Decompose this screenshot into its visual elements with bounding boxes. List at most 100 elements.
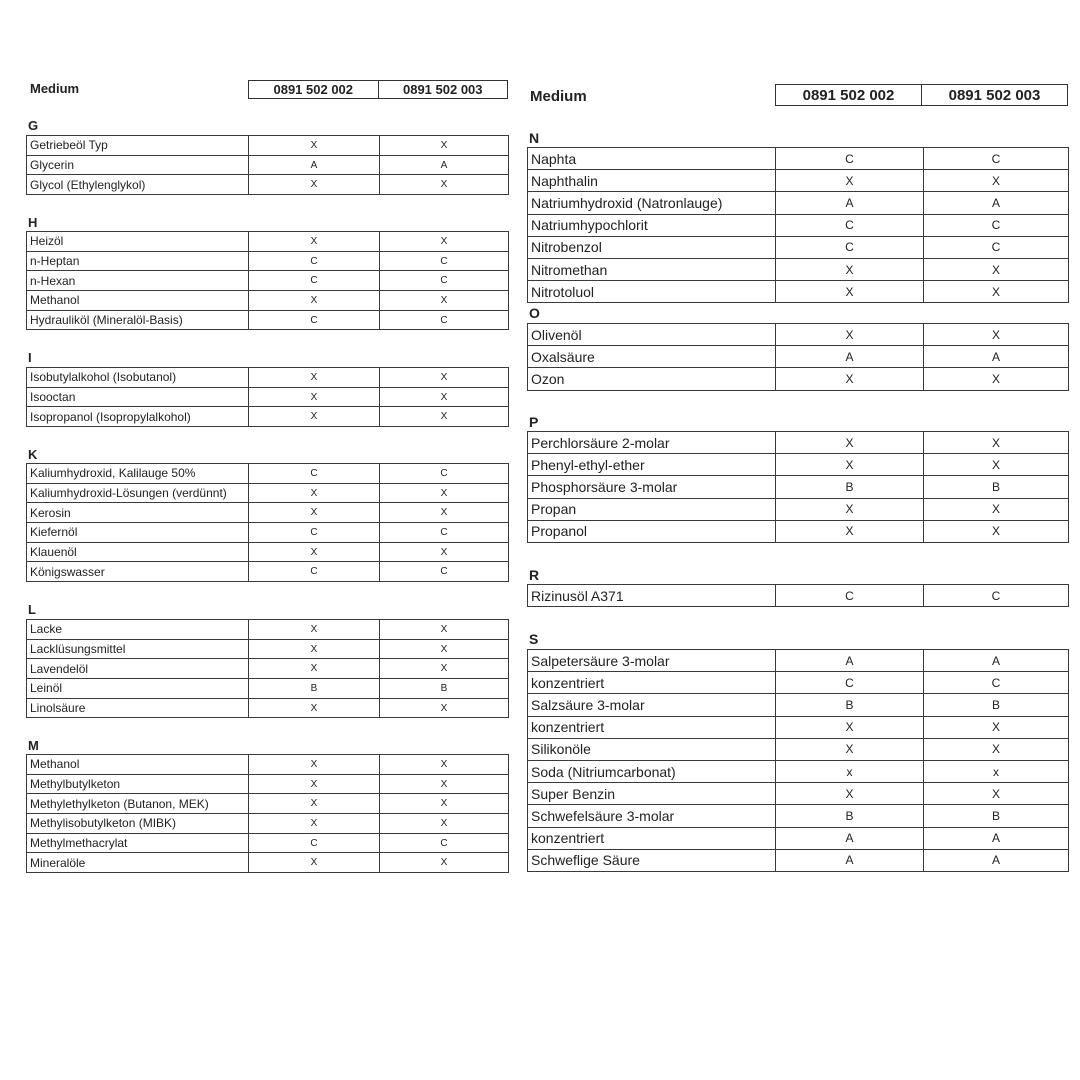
resistance-value-002: X bbox=[775, 737, 924, 761]
medium-name: konzentriert bbox=[527, 826, 776, 850]
column-header-003: 0891 502 003 bbox=[377, 81, 508, 98]
table-row: Lacke X X bbox=[26, 619, 509, 640]
resistance-value-003: X bbox=[379, 852, 509, 874]
resistance-value-003: X bbox=[379, 135, 509, 156]
table-row: Nitromethan X X bbox=[527, 257, 1069, 282]
table-row: Klauenöl X X bbox=[26, 541, 509, 563]
table-row: Methanol X X bbox=[26, 290, 509, 311]
resistance-value-002: X bbox=[248, 502, 380, 524]
table-row: Lavendelöl X X bbox=[26, 658, 509, 680]
resistance-value-002: X bbox=[248, 852, 380, 874]
resistance-value-003: A bbox=[923, 191, 1069, 215]
resistance-value-003: X bbox=[379, 813, 509, 834]
resistance-value-003: C bbox=[923, 671, 1069, 695]
table-row: Soda (Nitriumcarbonat) x x bbox=[527, 759, 1069, 784]
resistance-value-003: B bbox=[379, 678, 509, 699]
resistance-value-002: C bbox=[248, 309, 380, 331]
resistance-value-002: C bbox=[248, 250, 380, 272]
table-row: Oxalsäure A A bbox=[527, 345, 1069, 369]
resistance-value-003: A bbox=[923, 848, 1069, 872]
medium-name: Heizöl bbox=[26, 231, 249, 252]
resistance-value-003: X bbox=[379, 638, 509, 660]
resistance-value-002: C bbox=[248, 561, 380, 583]
resistance-value-002: x bbox=[775, 759, 924, 784]
resistance-value-003: C bbox=[923, 235, 1069, 259]
table-row: Mineralöle X X bbox=[26, 852, 509, 874]
table-row: Propanol X X bbox=[527, 519, 1069, 543]
table-row: Perchlorsäure 2-molar X X bbox=[527, 430, 1069, 455]
table-row: Schweflige Säure A A bbox=[527, 848, 1069, 872]
table-row: Glycerin A A bbox=[26, 154, 509, 176]
table-row: Methylbutylketon X X bbox=[26, 773, 509, 795]
resistance-value-003: X bbox=[923, 497, 1069, 521]
table-row: Lacklüsungsmittel X X bbox=[26, 638, 509, 660]
medium-name: Kaliumhydroxid-Lösungen (verdünnt) bbox=[26, 482, 249, 504]
section-letter: M bbox=[28, 738, 39, 753]
table-row: Methylmethacrylat C C bbox=[26, 832, 509, 854]
table-row: n-Heptan C C bbox=[26, 250, 509, 272]
resistance-value-002: X bbox=[248, 290, 380, 311]
medium-name: Kerosin bbox=[26, 502, 249, 524]
section-letter: I bbox=[28, 350, 32, 365]
medium-name: n-Hexan bbox=[26, 270, 249, 292]
section-letter: K bbox=[28, 447, 38, 462]
resistance-value-002: C bbox=[775, 146, 924, 171]
medium-name: Isopropanol (Isopropylalkohol) bbox=[26, 406, 249, 428]
medium-name: Methylethylketon (Butanon, MEK) bbox=[26, 793, 249, 815]
table-row: Propan X X bbox=[527, 497, 1069, 521]
article-number-header: 0891 502 002 0891 502 003 bbox=[248, 80, 508, 99]
resistance-value-002: A bbox=[775, 648, 924, 673]
resistance-value-003: B bbox=[923, 475, 1069, 499]
resistance-value-002: X bbox=[248, 754, 380, 775]
medium-name: Naphta bbox=[527, 146, 776, 171]
section-table-i: Isobutylalkohol (Isobutanol) X X Isooctan X X… bbox=[26, 367, 509, 428]
resistance-value-002: X bbox=[775, 715, 924, 739]
section-letter: H bbox=[28, 215, 38, 230]
resistance-value-003: C bbox=[379, 250, 509, 272]
medium-name: Propanol bbox=[527, 519, 776, 543]
table-row: Kiefernöl C C bbox=[26, 522, 509, 543]
section-letter: L bbox=[28, 602, 36, 617]
resistance-value-003: C bbox=[379, 270, 509, 292]
medium-name: Schwefelsäure 3-molar bbox=[527, 804, 776, 828]
resistance-value-003: X bbox=[379, 231, 509, 252]
resistance-value-003: x bbox=[923, 759, 1069, 784]
medium-name: Soda (Nitriumcarbonat) bbox=[527, 759, 776, 784]
resistance-value-002: X bbox=[775, 519, 924, 543]
resistance-value-003: X bbox=[923, 322, 1069, 347]
table-row: Olivenöl X X bbox=[527, 322, 1069, 347]
medium-name: Methanol bbox=[26, 754, 249, 775]
resistance-value-002: C bbox=[248, 463, 380, 484]
resistance-value-002: X bbox=[775, 322, 924, 347]
table-row: Natriumhypochlorit C C bbox=[527, 213, 1069, 237]
table-row: Isooctan X X bbox=[26, 386, 509, 408]
table-row: Heizöl X X bbox=[26, 231, 509, 252]
resistance-value-002: B bbox=[775, 804, 924, 828]
section-table-p: Perchlorsäure 2-molar X X Phenyl-ethyl-ethe… bbox=[527, 430, 1069, 543]
resistance-value-003: X bbox=[923, 453, 1069, 477]
resistance-value-002: X bbox=[775, 169, 924, 193]
table-row: Königswasser C C bbox=[26, 561, 509, 583]
table-row: Nitrobenzol C C bbox=[527, 235, 1069, 259]
table-row: n-Hexan C C bbox=[26, 270, 509, 292]
medium-name: Rizinusöl A371 bbox=[527, 583, 776, 608]
resistance-value-002: X bbox=[248, 638, 380, 660]
medium-name: Ozon bbox=[527, 367, 776, 391]
table-row: Linolsäure X X bbox=[26, 697, 509, 719]
medium-name: Nitrobenzol bbox=[527, 235, 776, 259]
medium-name: Naphthalin bbox=[527, 169, 776, 193]
resistance-value-002: X bbox=[248, 386, 380, 408]
medium-name: Isooctan bbox=[26, 386, 249, 408]
resistance-value-002: X bbox=[248, 135, 380, 156]
medium-name: Getriebeöl Typ bbox=[26, 135, 249, 156]
table-row: Kaliumhydroxid, Kalilauge 50% C C bbox=[26, 463, 509, 484]
resistance-value-002: X bbox=[775, 782, 924, 806]
resistance-value-003: X bbox=[379, 290, 509, 311]
resistance-value-003: X bbox=[379, 697, 509, 719]
table-row: konzentriert A A bbox=[527, 826, 1069, 850]
resistance-value-002: X bbox=[248, 793, 380, 815]
resistance-value-002: C bbox=[248, 522, 380, 543]
resistance-value-002: X bbox=[248, 658, 380, 680]
table-row: Silikonöle X X bbox=[527, 737, 1069, 761]
resistance-value-002: A bbox=[775, 345, 924, 369]
